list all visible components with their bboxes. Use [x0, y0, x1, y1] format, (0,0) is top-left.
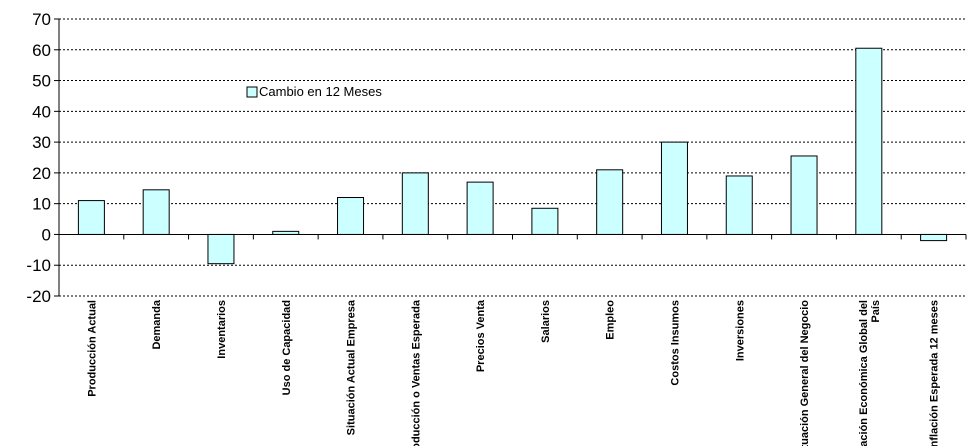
category-label: Salarios — [540, 300, 552, 343]
category-label: Situación General del Negocio — [799, 300, 811, 446]
bar — [855, 47, 883, 235]
bar — [790, 155, 818, 235]
legend: Cambio en 12 Meses — [246, 84, 382, 99]
category-label: Producción Actual — [86, 300, 98, 397]
y-tick-label: 50 — [32, 72, 51, 91]
bar — [466, 181, 494, 235]
category-label: Empleo — [605, 300, 617, 340]
bar — [531, 207, 559, 235]
bar — [337, 197, 365, 235]
legend-label: Cambio en 12 Meses — [259, 84, 382, 99]
category-label: Producción o Ventas Esperada — [410, 299, 422, 446]
bar — [142, 189, 170, 235]
bar — [725, 175, 753, 235]
bar — [401, 172, 429, 235]
category-label: Inversiones — [734, 300, 746, 361]
y-tick-label: -10 — [26, 256, 51, 275]
y-tick-label: 10 — [32, 195, 51, 214]
category-label: Situación Actual Empresa — [346, 299, 358, 435]
bar — [660, 141, 688, 235]
category-labels: Producción Actual Demanda Inventarios Uso d… — [86, 299, 940, 446]
y-tick-label: 0 — [42, 225, 51, 244]
y-tick-label: 20 — [32, 164, 51, 183]
category-label: Situación Económica Global delPaís — [858, 300, 882, 446]
y-tick-label: 30 — [32, 133, 51, 152]
bar — [596, 169, 624, 235]
bars — [77, 47, 948, 265]
category-label: Uso de Capacidad — [281, 300, 293, 395]
y-tick-label: 70 — [32, 10, 51, 29]
y-tick-label: 60 — [32, 41, 51, 60]
category-label: Costos Insumos — [669, 300, 681, 386]
category-label: Inflación Esperada 12 meses — [929, 300, 941, 446]
y-tick-labels: -20 -10 0 10 20 30 40 50 60 70 — [26, 10, 51, 306]
bar — [207, 233, 235, 265]
grid — [59, 18, 966, 297]
category-label: Precios Venta — [475, 299, 487, 372]
bar — [920, 233, 948, 242]
axes — [54, 18, 967, 297]
bar — [77, 200, 105, 235]
y-tick-label: 40 — [32, 102, 51, 121]
category-label: Demanda — [151, 299, 163, 349]
legend-swatch — [246, 86, 258, 98]
y-tick-label: -20 — [26, 287, 51, 306]
category-label: Inventarios — [216, 300, 228, 359]
